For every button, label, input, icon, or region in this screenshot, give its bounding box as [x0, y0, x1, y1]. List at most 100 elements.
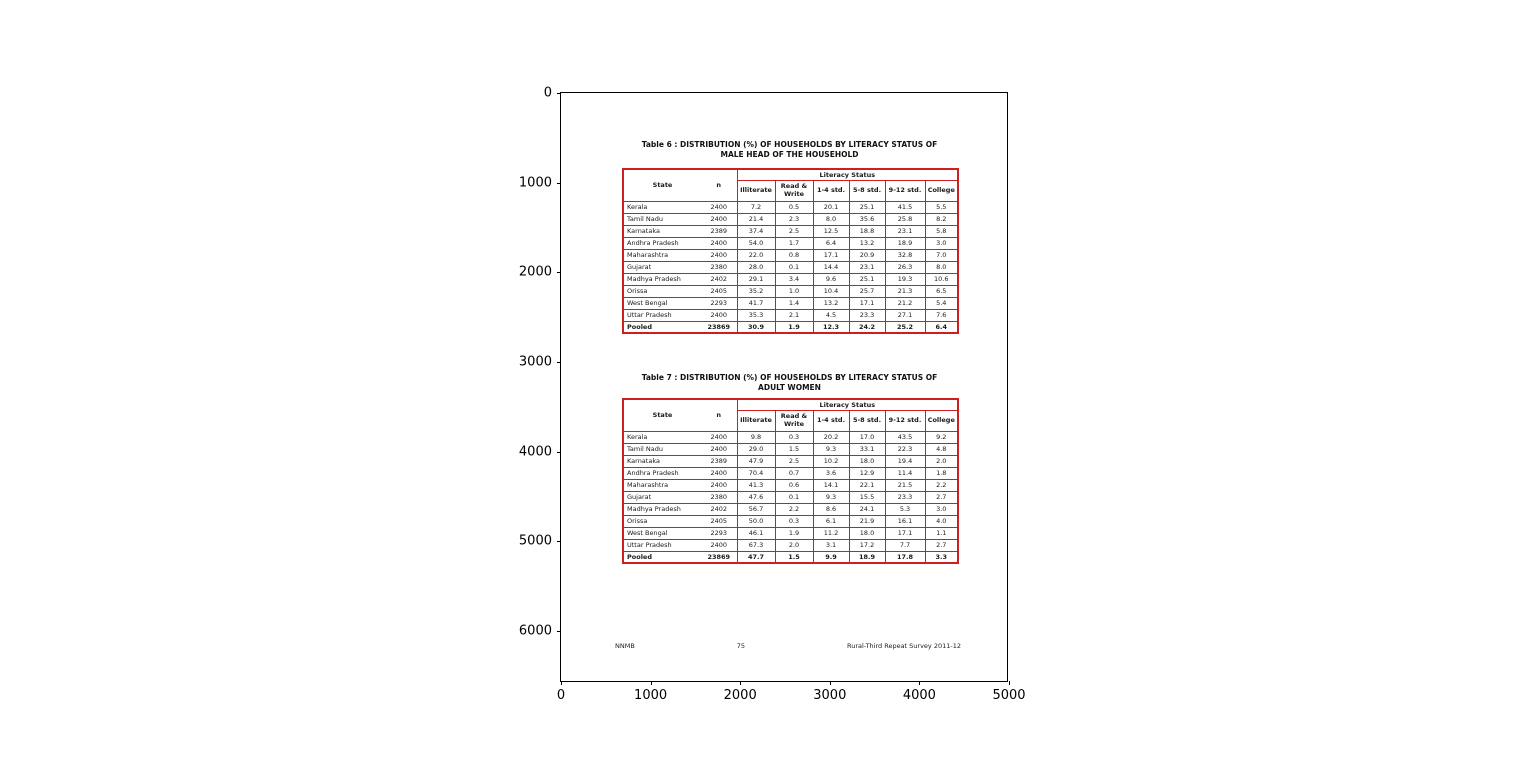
value-cell: 20.9 — [848, 249, 885, 262]
value-cell: 12.9 — [848, 467, 885, 480]
state-cell: West Bengal — [623, 297, 701, 310]
value-cell: 5.8 — [924, 225, 959, 238]
state-cell: Orissa — [623, 515, 701, 528]
value-cell: 15.5 — [848, 491, 885, 504]
table6-title-line2: MALE HEAD OF THE HOUSEHOLD — [720, 149, 859, 159]
value-cell: 0.1 — [774, 261, 813, 274]
state-cell: Karnataka — [623, 455, 701, 468]
value-cell: 2380 — [701, 491, 737, 504]
value-cell: 41.5 — [884, 201, 925, 214]
table-row: Gujarat 2380 28.0 0.1 14.4 23.1 26.3 8.0 — [623, 261, 959, 274]
value-cell: 2293 — [701, 527, 737, 540]
table7-adult-women-literacy: State n Literacy Status Illiterate Read & Wr… — [622, 398, 960, 564]
value-cell: 18.0 — [848, 455, 885, 468]
value-cell: 25.7 — [848, 285, 885, 298]
state-cell: Uttar Pradesh — [623, 309, 701, 322]
table-row: Kerala 2400 7.2 0.5 20.1 25.1 41.5 5.5 — [623, 201, 959, 214]
column-header: 9-12 std. — [884, 410, 925, 432]
x-tick-mark — [829, 681, 831, 685]
column-header-state: State — [623, 169, 701, 202]
value-cell: 47.9 — [736, 455, 775, 468]
table-row: Pooled 23869 47.7 1.5 9.9 18.9 17.8 3.3 — [623, 551, 959, 563]
value-cell: 6.5 — [924, 285, 959, 298]
value-cell: 1.9 — [774, 527, 813, 540]
value-cell: 18.8 — [848, 225, 885, 238]
state-cell: Maharashtra — [623, 249, 701, 262]
value-cell: 10.4 — [812, 285, 849, 298]
value-cell: 23.1 — [884, 225, 925, 238]
table-row: Pooled 23869 30.9 1.9 12.3 24.2 25.2 6.4 — [623, 321, 959, 333]
value-cell: 11.4 — [884, 467, 925, 480]
value-cell: 2400 — [701, 431, 737, 444]
value-cell: 2.0 — [924, 455, 959, 468]
value-cell: 41.3 — [736, 479, 775, 492]
value-cell: 4.0 — [924, 515, 959, 528]
value-cell: 7.2 — [736, 201, 775, 214]
group-header-literacy-status: Literacy Status — [736, 399, 959, 411]
value-cell: 6.4 — [812, 237, 849, 250]
x-tick-label: 3000 — [813, 688, 847, 703]
value-cell: 23869 — [707, 552, 731, 561]
value-cell: 54.0 — [736, 237, 775, 250]
value-cell: 0.3 — [774, 515, 813, 528]
value-cell: 21.2 — [884, 297, 925, 310]
value-cell: 1.7 — [774, 237, 813, 250]
value-cell: 2.2 — [924, 479, 959, 492]
value-cell: 23.3 — [848, 309, 885, 322]
x-tick-mark — [561, 681, 562, 685]
state-cell: Karnataka — [623, 225, 701, 238]
value-cell: 17.1 — [812, 249, 849, 262]
table6-title-line1: Table 6 : DISTRIBUTION (%) OF HOUSEHOLDS… — [641, 140, 938, 149]
value-cell: 24.1 — [848, 503, 885, 516]
value-cell: 35.6 — [848, 213, 885, 226]
column-header: Read & Write — [774, 410, 813, 432]
value-cell: 2.1 — [774, 309, 813, 322]
x-tick-label: 1000 — [634, 688, 668, 703]
value-cell: 2400 — [701, 237, 737, 250]
value-cell: 18.0 — [848, 527, 885, 540]
x-tick-label: 5000 — [992, 688, 1026, 703]
value-cell: 21.5 — [884, 479, 925, 492]
value-cell: 23869 — [707, 322, 731, 331]
table-row: Orissa 2405 50.0 0.3 6.1 21.9 16.1 4.0 — [623, 515, 959, 528]
value-cell: 3.0 — [924, 237, 959, 250]
value-cell: 67.3 — [736, 539, 775, 552]
y-tick-label: 3000 — [518, 354, 552, 370]
y-tick-label: 4000 — [518, 444, 552, 460]
state-cell: Andhra Pradesh — [623, 237, 701, 250]
plot-axes: 0 1000 2000 3000 4000 5000 6000 0 1000 2000 3000 4… — [519, 86, 1026, 704]
value-cell: 14.1 — [812, 479, 849, 492]
column-header: Read & Write — [774, 180, 813, 202]
value-cell: 18.9 — [848, 551, 885, 563]
value-cell: 3.3 — [924, 551, 959, 563]
value-cell: 2380 — [701, 261, 737, 274]
value-cell: 27.1 — [884, 309, 925, 322]
state-cell: Kerala — [623, 431, 701, 444]
value-cell: 4.5 — [812, 309, 849, 322]
value-cell: 70.4 — [736, 467, 775, 480]
column-header-n: n — [701, 169, 737, 202]
value-cell: 2400 — [701, 479, 737, 492]
y-tick-label: 6000 — [518, 623, 552, 639]
value-cell: 1.4 — [774, 297, 813, 310]
value-cell: 10.2 — [812, 455, 849, 468]
value-cell: 9.3 — [812, 443, 849, 456]
value-cell: 21.4 — [736, 213, 775, 226]
value-cell: 14.4 — [812, 261, 849, 274]
table7-title: Table 7 : DISTRIBUTION (%) OF HOUSEHOLDS… — [622, 373, 957, 392]
value-cell: 6.1 — [812, 515, 849, 528]
value-cell: 2293 — [701, 297, 737, 310]
value-cell: 12.3 — [812, 321, 849, 333]
value-cell: 2.3 — [774, 213, 813, 226]
column-header: Illiterate — [736, 180, 775, 202]
state-cell: Tamil Nadu — [623, 213, 701, 226]
page-footer: NNMB 75 Rural-Third Repeat Survey 2011-1… — [615, 642, 961, 650]
value-cell: 7.0 — [924, 249, 959, 262]
value-cell: 10.6 — [924, 273, 959, 286]
value-cell: 18.9 — [884, 237, 925, 250]
value-cell: 1.0 — [774, 285, 813, 298]
value-cell: 35.3 — [736, 309, 775, 322]
value-cell: 56.7 — [736, 503, 775, 516]
value-cell: 2400 — [701, 201, 737, 214]
